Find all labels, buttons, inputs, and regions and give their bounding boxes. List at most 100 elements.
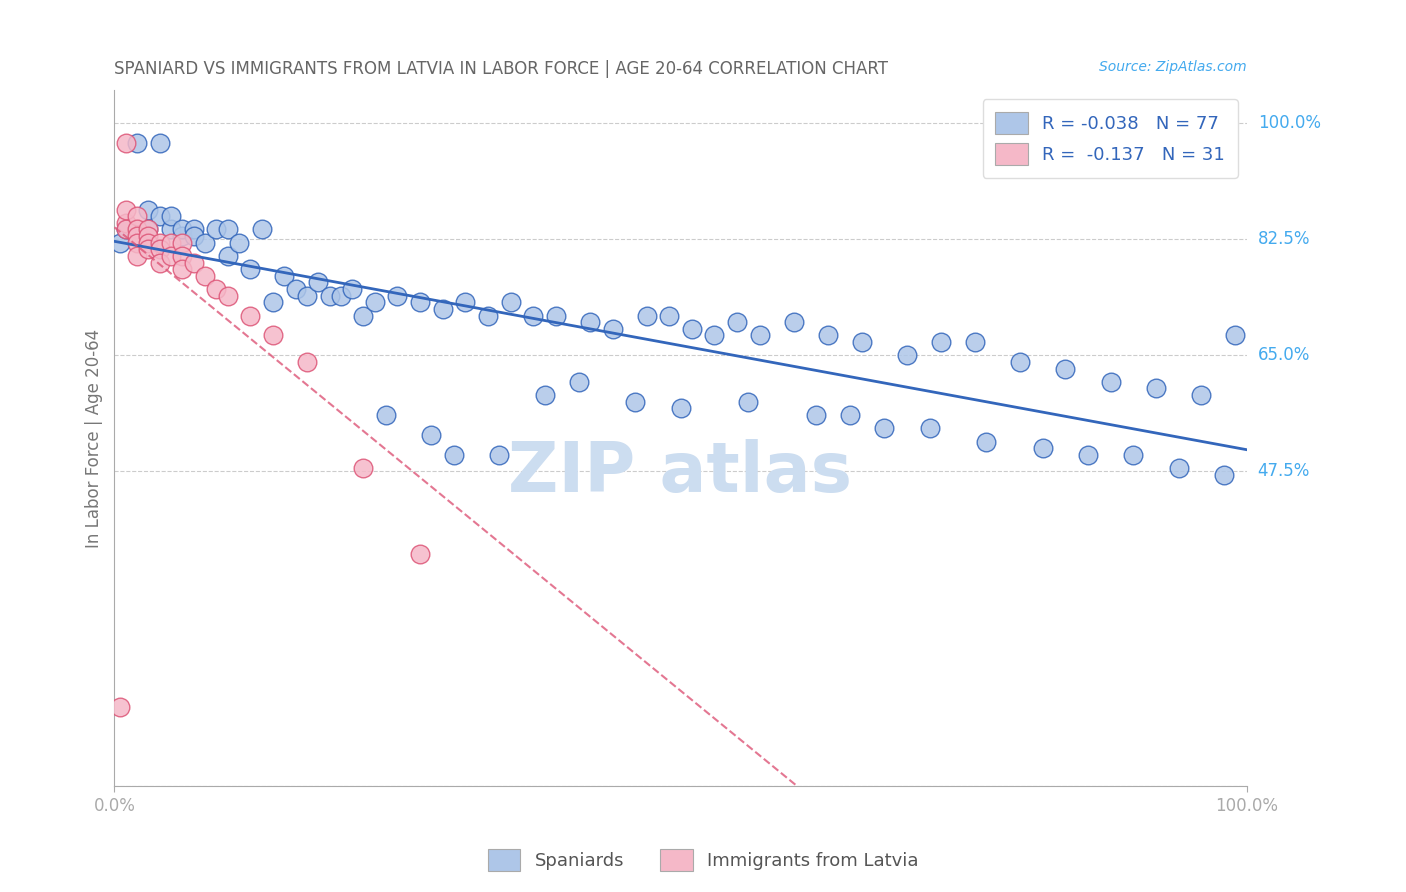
Point [454,295,477,310]
Point [172,262,194,277]
Point [125,229,148,244]
Point [114,222,136,236]
Point [160,235,183,250]
Point [183,255,205,269]
Point [125,136,148,151]
Legend: R = -0.038   N = 77, R =  -0.137   N = 31: R = -0.038 N = 77, R = -0.137 N = 31 [983,99,1237,178]
Point [896,348,918,362]
Point [228,235,250,250]
Point [522,309,544,323]
Point [340,282,363,296]
Point [138,202,160,217]
Point [114,136,136,151]
Point [205,282,228,296]
Text: 82.5%: 82.5% [1258,230,1310,248]
Point [183,229,205,244]
Point [681,322,703,336]
Point [387,289,409,303]
Point [138,222,160,236]
Point [239,309,262,323]
Point [160,209,183,223]
Point [1010,355,1032,369]
Point [172,235,194,250]
Point [1144,382,1167,396]
Point [125,222,148,236]
Point [963,335,986,350]
Point [636,309,658,323]
Point [748,328,770,343]
Point [364,295,387,310]
Point [974,434,997,449]
Point [602,322,624,336]
Point [1077,448,1099,462]
Point [149,243,172,257]
Point [375,408,398,422]
Point [149,235,172,250]
Point [477,309,499,323]
Point [217,289,239,303]
Point [125,235,148,250]
Point [194,268,217,283]
Point [307,276,329,290]
Point [108,699,131,714]
Point [1213,467,1236,482]
Point [172,229,194,244]
Point [409,295,432,310]
Point [1189,388,1212,402]
Point [125,249,148,263]
Point [1054,361,1077,376]
Point [499,295,522,310]
Point [138,229,160,244]
Point [172,222,194,236]
Point [544,309,567,323]
Point [353,461,375,475]
Point [205,222,228,236]
Text: 65.0%: 65.0% [1258,346,1310,364]
Point [149,136,172,151]
Point [353,309,375,323]
Point [409,547,432,561]
Text: ZIP atlas: ZIP atlas [509,440,852,507]
Point [217,249,239,263]
Point [624,394,647,409]
Point [1225,328,1247,343]
Point [273,268,295,283]
Point [250,222,273,236]
Point [217,222,239,236]
Point [443,448,465,462]
Point [262,328,284,343]
Point [262,295,284,310]
Point [817,328,839,343]
Point [239,262,262,277]
Point [138,235,160,250]
Point [918,421,941,435]
Point [160,249,183,263]
Point [1032,441,1054,455]
Point [839,408,862,422]
Point [432,301,454,316]
Point [929,335,952,350]
Point [318,289,340,303]
Point [183,222,205,236]
Text: SPANIARD VS IMMIGRANTS FROM LATVIA IN LABOR FORCE | AGE 20-64 CORRELATION CHART: SPANIARD VS IMMIGRANTS FROM LATVIA IN LA… [114,60,889,78]
Point [420,428,443,442]
Point [149,209,172,223]
Point [806,408,828,422]
Point [851,335,873,350]
Point [703,328,725,343]
Point [783,315,806,329]
Point [725,315,748,329]
Point [737,394,759,409]
Y-axis label: In Labor Force | Age 20-64: In Labor Force | Age 20-64 [86,328,103,548]
Point [160,222,183,236]
Point [149,255,172,269]
Text: 100.0%: 100.0% [1258,114,1320,132]
Point [138,243,160,257]
Point [138,222,160,236]
Legend: Spaniards, Immigrants from Latvia: Spaniards, Immigrants from Latvia [481,842,925,879]
Point [1167,461,1189,475]
Point [114,202,136,217]
Point [329,289,352,303]
Point [579,315,602,329]
Point [658,309,681,323]
